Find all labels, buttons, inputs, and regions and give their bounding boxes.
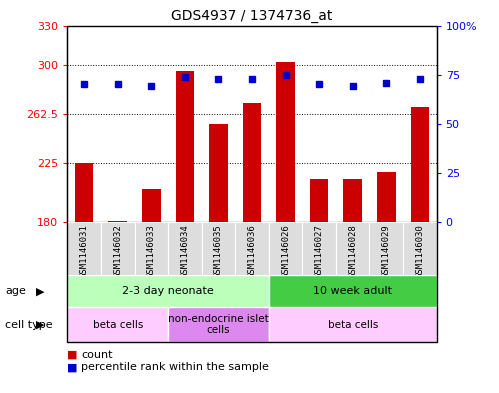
Bar <box>369 222 403 275</box>
Text: GSM1146035: GSM1146035 <box>214 225 223 279</box>
Bar <box>176 72 194 222</box>
Text: count: count <box>81 350 113 360</box>
Title: GDS4937 / 1374736_at: GDS4937 / 1374736_at <box>171 9 333 23</box>
Text: GSM1146030: GSM1146030 <box>415 225 424 279</box>
Text: ■: ■ <box>67 350 78 360</box>
Text: ▶: ▶ <box>36 286 44 296</box>
Bar <box>302 222 336 275</box>
Bar <box>168 222 202 275</box>
Text: GSM1146029: GSM1146029 <box>382 225 391 279</box>
Bar <box>135 222 168 275</box>
Text: GSM1146027: GSM1146027 <box>315 225 324 279</box>
Bar <box>269 307 437 342</box>
Bar <box>310 179 328 222</box>
Bar <box>377 172 396 222</box>
Bar <box>67 222 101 275</box>
Bar <box>243 103 261 222</box>
Bar <box>75 163 93 222</box>
Bar <box>403 222 437 275</box>
Text: non-endocrine islet
cells: non-endocrine islet cells <box>168 314 269 335</box>
Text: beta cells: beta cells <box>327 320 378 330</box>
Text: 2-3 day neonate: 2-3 day neonate <box>122 286 214 296</box>
Bar <box>269 222 302 275</box>
Text: GSM1146028: GSM1146028 <box>348 225 357 279</box>
Bar <box>269 275 437 307</box>
Bar <box>411 107 429 222</box>
Text: ■: ■ <box>67 362 78 373</box>
Bar <box>142 189 161 222</box>
Bar <box>67 307 168 342</box>
Bar <box>108 221 127 222</box>
Bar <box>235 222 269 275</box>
Bar <box>336 222 369 275</box>
Bar <box>101 222 135 275</box>
Text: GSM1146036: GSM1146036 <box>248 225 256 279</box>
Text: 10 week adult: 10 week adult <box>313 286 392 296</box>
Text: percentile rank within the sample: percentile rank within the sample <box>81 362 269 373</box>
Bar <box>343 179 362 222</box>
Text: GSM1146031: GSM1146031 <box>80 225 89 279</box>
Bar <box>276 62 295 222</box>
Text: age: age <box>5 286 26 296</box>
Text: GSM1146033: GSM1146033 <box>147 225 156 279</box>
Bar <box>67 275 269 307</box>
Text: GSM1146026: GSM1146026 <box>281 225 290 279</box>
Bar <box>168 307 269 342</box>
Text: GSM1146034: GSM1146034 <box>180 225 189 279</box>
Text: cell type: cell type <box>5 320 52 330</box>
Text: ▶: ▶ <box>36 320 44 330</box>
Text: beta cells: beta cells <box>92 320 143 330</box>
Bar <box>209 124 228 222</box>
Text: GSM1146032: GSM1146032 <box>113 225 122 279</box>
Bar <box>202 222 235 275</box>
